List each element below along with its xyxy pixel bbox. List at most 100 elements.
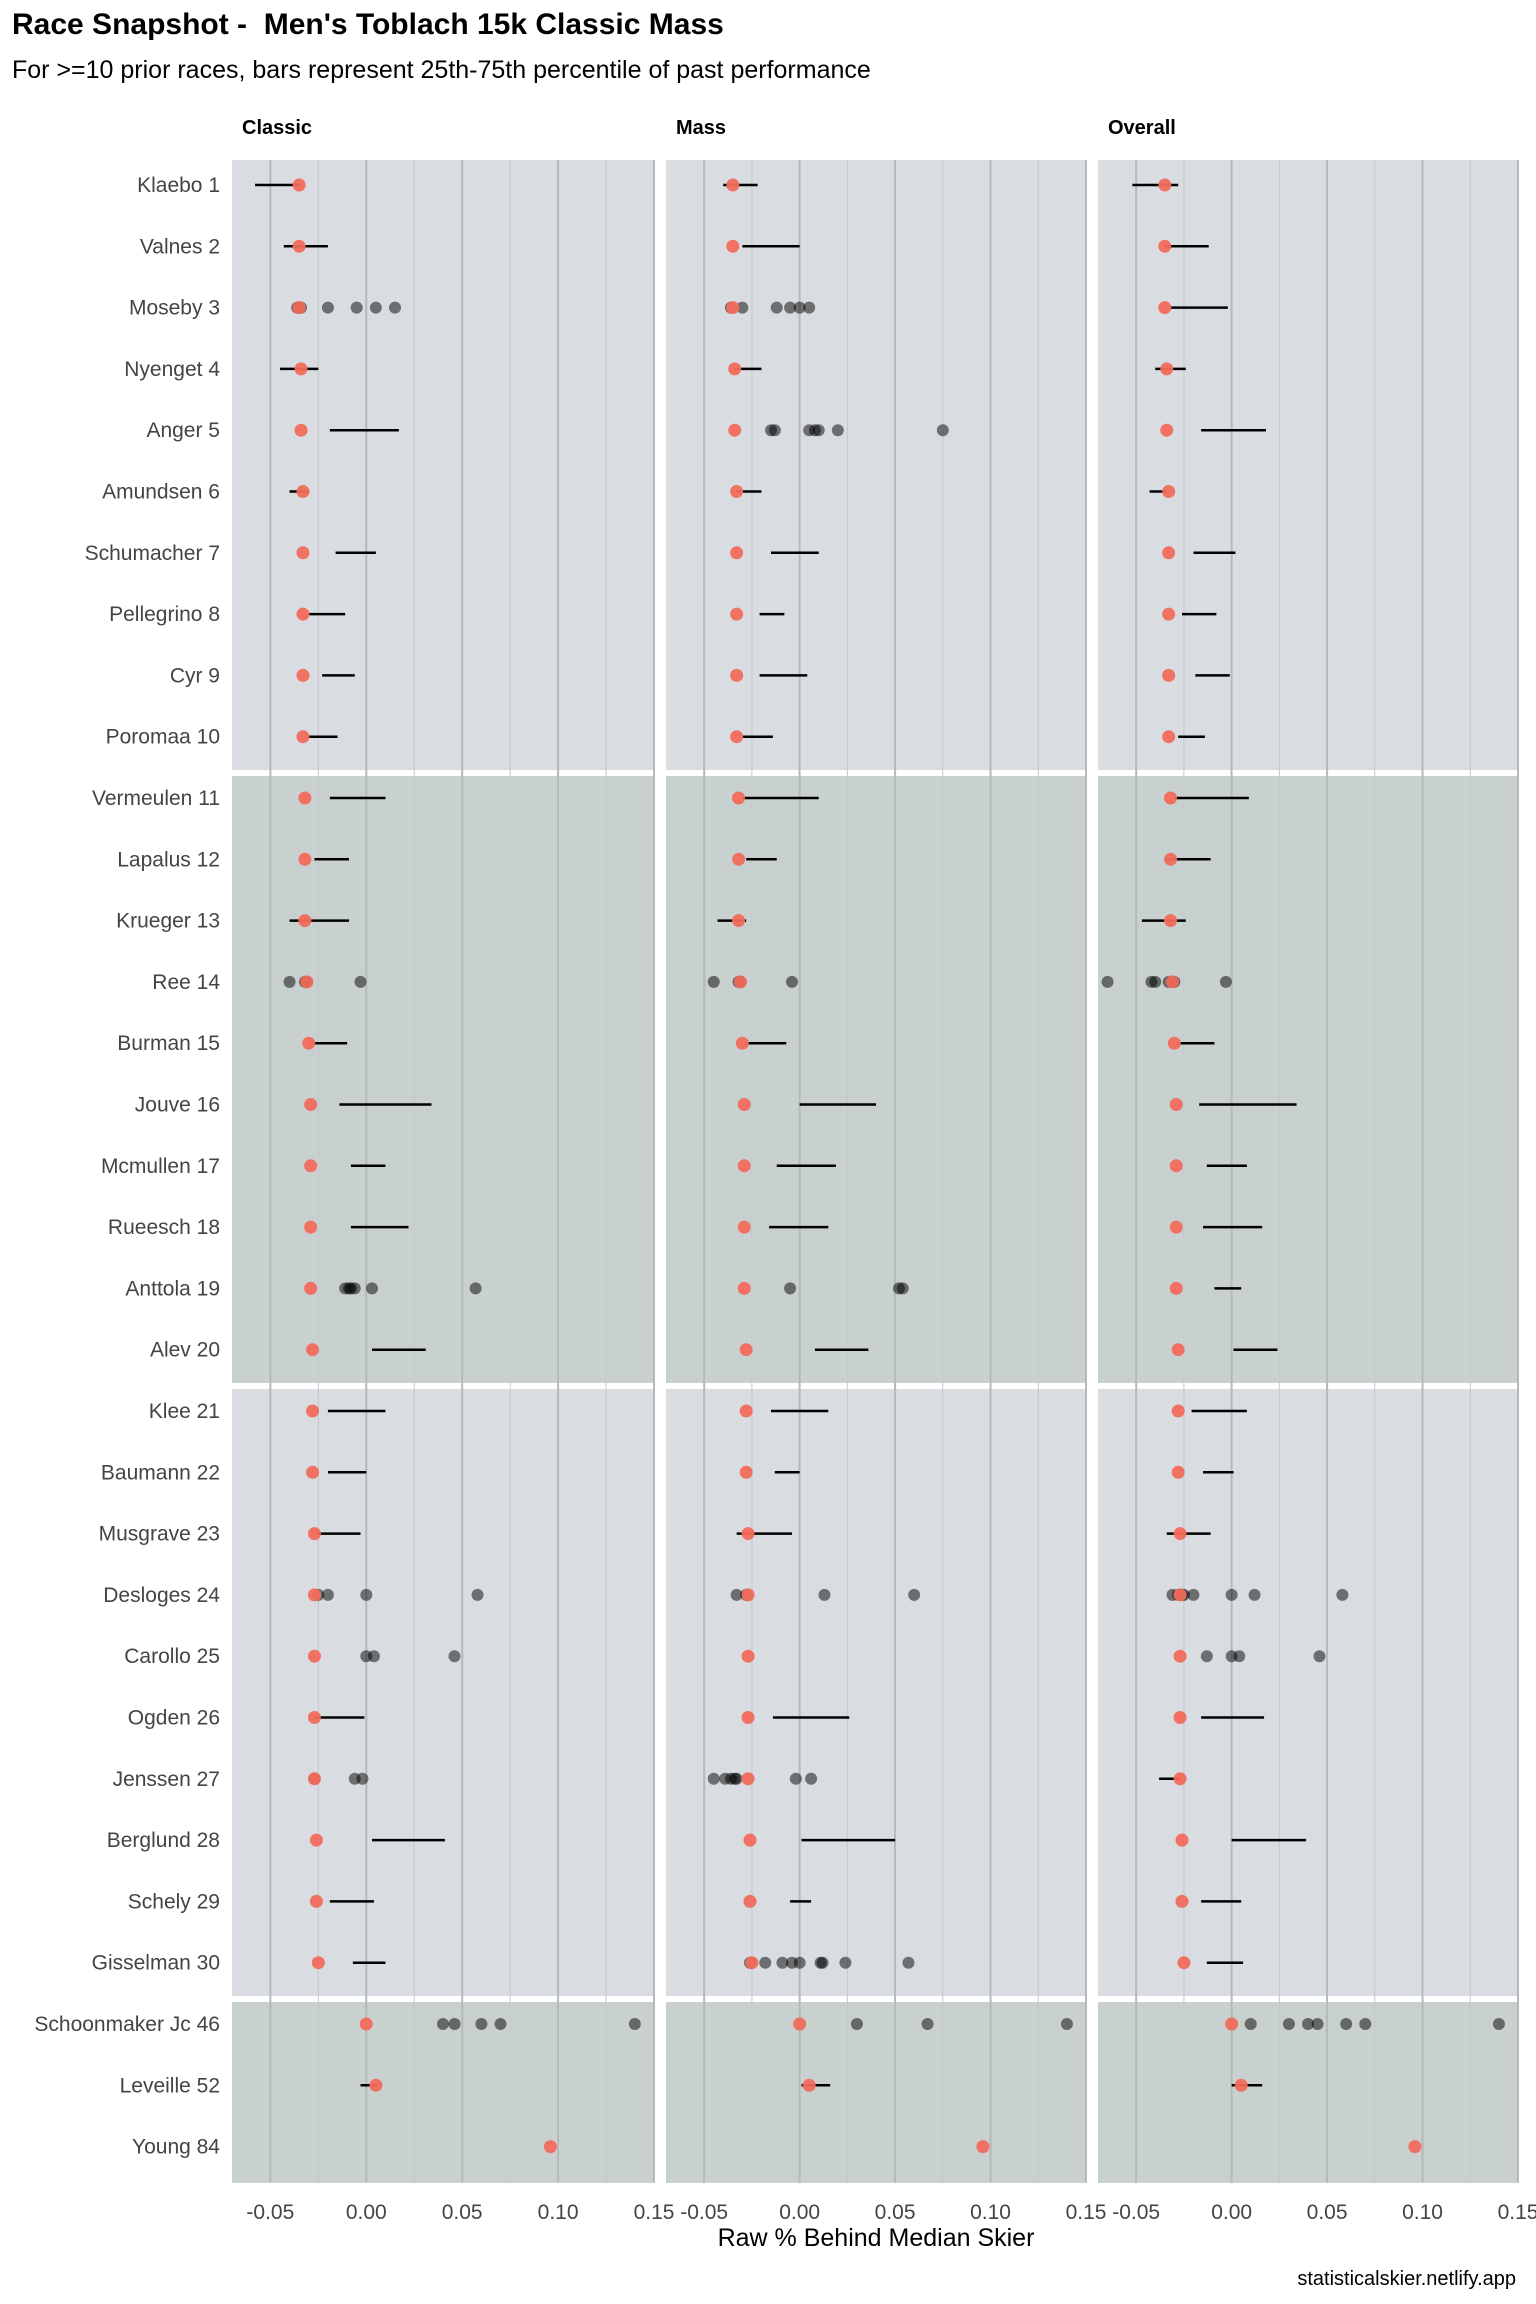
row-label: Leveille 52 <box>120 2074 220 2097</box>
row-label: Anger 5 <box>146 419 220 442</box>
x-tick-label-overall: -0.05 <box>1112 2201 1160 2224</box>
band-mass-2 <box>666 776 1086 1383</box>
row-label: Jenssen 27 <box>113 1768 220 1791</box>
past-race-point <box>759 1956 772 1969</box>
current-race-point <box>307 1711 321 1724</box>
row-label: Musgrave 23 <box>99 1523 220 1546</box>
current-race-point <box>741 1527 755 1541</box>
current-race-point <box>304 1220 318 1234</box>
band-classic-4 <box>232 2002 654 2183</box>
current-race-point <box>1169 1098 1183 1111</box>
past-race-point <box>1149 975 1162 988</box>
current-race-point <box>307 1527 321 1541</box>
current-race-point <box>1171 1465 1185 1479</box>
current-race-point <box>1162 546 1176 560</box>
past-race-point <box>1187 1588 1200 1601</box>
past-race-point <box>1060 2018 1073 2030</box>
current-race-point <box>294 423 308 437</box>
current-race-point <box>300 975 314 989</box>
current-race-point <box>294 362 308 376</box>
current-race-point <box>543 2140 557 2154</box>
row-label: Ree 14 <box>152 971 220 994</box>
x-tick-label-classic: 0.05 <box>442 2201 483 2224</box>
row-label: Moseby 3 <box>129 297 220 320</box>
x-tick-label-classic: 0.00 <box>346 2201 387 2224</box>
past-race-point <box>850 2018 863 2030</box>
current-race-point <box>730 485 744 498</box>
current-race-point <box>296 485 310 498</box>
row-label: Rueesch 18 <box>108 1216 220 1239</box>
past-race-point <box>908 1588 921 1601</box>
current-race-point <box>1165 975 1179 989</box>
current-race-point <box>1169 1281 1183 1295</box>
current-race-point <box>1167 1036 1181 1050</box>
x-tick-label-overall: 0.15 <box>1498 2201 1536 2224</box>
past-race-point <box>494 2018 507 2030</box>
x-tick-label-classic: -0.05 <box>246 2201 294 2224</box>
row-label: Young 84 <box>132 2136 220 2159</box>
row-label: Anttola 19 <box>125 1277 220 1300</box>
current-race-point <box>369 2078 383 2092</box>
row-label: Desloges 24 <box>103 1584 220 1607</box>
current-race-point <box>732 852 746 866</box>
row-label: Ogden 26 <box>128 1707 220 1730</box>
current-race-point <box>304 1159 318 1173</box>
chart-caption: statisticalskier.netlify.app <box>1297 2268 1516 2290</box>
row-label: Klee 21 <box>149 1400 220 1423</box>
facet-label-overall: Overall <box>1108 117 1176 139</box>
current-race-point <box>1158 178 1172 192</box>
row-label: Baumann 22 <box>101 1461 220 1484</box>
past-race-point <box>350 301 363 314</box>
x-tick-label-mass: 0.15 <box>1066 2201 1107 2224</box>
past-race-point <box>354 975 367 988</box>
current-race-point <box>296 730 310 744</box>
past-race-point <box>1219 975 1232 988</box>
past-race-point <box>283 975 296 988</box>
current-race-point <box>737 1220 751 1234</box>
current-race-point <box>739 1465 753 1479</box>
current-race-point <box>306 1404 320 1418</box>
current-race-point <box>802 2078 816 2092</box>
past-race-point <box>475 2018 488 2030</box>
current-race-point <box>1169 1159 1183 1173</box>
past-race-point <box>707 975 720 988</box>
current-race-point <box>302 1036 316 1050</box>
current-race-point <box>730 730 744 744</box>
x-tick-label-overall: 0.10 <box>1402 2201 1443 2224</box>
past-race-point <box>793 1956 806 1969</box>
band-mass-1 <box>666 160 1086 770</box>
past-race-point <box>1340 2018 1353 2030</box>
row-label: Schoonmaker Jc 46 <box>34 2013 220 2036</box>
current-race-point <box>296 546 310 560</box>
past-race-point <box>471 1588 484 1601</box>
past-race-point <box>730 1772 743 1785</box>
current-race-point <box>1162 668 1176 682</box>
current-race-point <box>1162 607 1176 621</box>
band-overall-4 <box>1098 2002 1518 2183</box>
current-race-point <box>1177 1956 1191 1970</box>
row-label: Berglund 28 <box>107 1829 220 1852</box>
current-race-point <box>732 791 746 805</box>
current-race-point <box>1173 1588 1187 1602</box>
current-race-point <box>1169 1220 1183 1234</box>
current-race-point <box>359 2017 373 2031</box>
past-race-point <box>360 1588 373 1601</box>
past-race-point <box>448 2018 461 2030</box>
current-race-point <box>298 852 312 866</box>
current-race-point <box>743 1833 757 1847</box>
current-race-point <box>1234 2078 1248 2092</box>
current-race-point <box>730 546 744 560</box>
past-race-point <box>1233 1650 1246 1663</box>
current-race-point <box>976 2140 990 2154</box>
x-tick-label-mass: 0.10 <box>970 2201 1011 2224</box>
current-race-point <box>1408 2140 1422 2154</box>
band-overall-1 <box>1098 160 1518 770</box>
current-race-point <box>737 1281 751 1295</box>
past-race-point <box>831 424 844 437</box>
row-label: Burman 15 <box>117 1032 220 1055</box>
past-race-point <box>1200 1650 1213 1663</box>
current-race-point <box>741 1772 755 1786</box>
band-classic-1 <box>232 160 654 770</box>
x-tick-label-mass: 0.00 <box>779 2201 820 2224</box>
band-overall-2 <box>1098 776 1518 1383</box>
